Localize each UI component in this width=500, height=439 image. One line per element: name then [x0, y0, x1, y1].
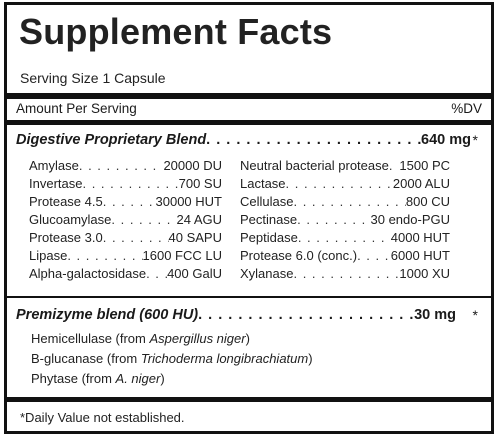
premizyme-blend-name: Premizyme blend (600 HU): [16, 307, 199, 323]
leader-dots: . . . . . . . . . . . . . . . . . .: [102, 230, 169, 245]
premizyme-item: B-glucanase (from Trichoderma longibrach…: [31, 351, 313, 366]
amount-per-serving: Amount Per Serving: [16, 101, 137, 116]
divider-premizyme: [7, 296, 491, 298]
enzyme-row: Pectinase . . . . . . . . . . . . . . . …: [240, 212, 450, 227]
leader-dots: . . . . . . . . . . . . . . . . . .: [146, 266, 167, 281]
enzyme-name: Lipase: [29, 248, 68, 263]
leader-dots: . . . . . . . . . . . . . . . . . .: [388, 158, 400, 173]
premizyme-blend-row: Premizyme blend (600 HU) . . . . . . . .…: [16, 307, 456, 323]
leader-dots: . . . . . . . . . . . . . . . . . . . . …: [293, 266, 400, 281]
enzyme-value: 24 AGU: [176, 212, 222, 227]
enzyme-value: 30000 HUT: [155, 194, 222, 209]
enzyme-row: Glucoamylase . . . . . . . . . . . . . .…: [29, 212, 222, 227]
thick-divider-top: [7, 93, 491, 99]
enzyme-row: Protease 3.0 . . . . . . . . . . . . . .…: [29, 230, 222, 245]
enzyme-row: Xylanase . . . . . . . . . . . . . . . .…: [240, 266, 450, 281]
thick-divider-amount: [7, 120, 491, 125]
enzyme-value: 4000 HUT: [390, 230, 450, 245]
premizyme-blend-amount: 30 mg: [414, 307, 456, 323]
digestive-blend-row: Digestive Proprietary Blend . . . . . . …: [16, 132, 471, 148]
enzyme-name: Lactase: [240, 176, 286, 191]
enzyme-name: Protease 4.5: [29, 194, 103, 209]
digestive-blend-name: Digestive Proprietary Blend: [16, 132, 207, 148]
label-title: Supplement Facts: [19, 11, 333, 52]
enzyme-value: 1000 XU: [399, 266, 450, 281]
enzyme-value: 6000 HUT: [390, 248, 450, 263]
enzyme-name: Protease 6.0 (conc.): [240, 248, 358, 263]
leader-dots: . . . . . . . . . . . . . . . . . . . . …: [285, 176, 393, 191]
enzyme-name: Pectinase: [240, 212, 298, 227]
item-suffix: ): [245, 331, 250, 346]
premizyme-item: Phytase (from A. niger): [31, 371, 165, 386]
enzyme-name: Peptidase: [240, 230, 298, 245]
item-prefix: Phytase (from: [31, 371, 116, 386]
leader-dots: . . . . . . . . . . . . . . . . . .: [111, 212, 176, 227]
enzyme-row: Protease 4.5 . . . . . . . . . . . . . .…: [29, 194, 222, 209]
enzyme-name: Alpha-galactosidase: [29, 266, 147, 281]
enzyme-row: Peptidase . . . . . . . . . . . . . . . …: [240, 230, 450, 245]
enzyme-value: 40 SAPU: [168, 230, 222, 245]
enzyme-value: 1600 FCC LU: [142, 248, 222, 263]
leader-dots: . . . . . . . . . . . . . . . . . .: [82, 176, 178, 191]
enzyme-row: Lactase . . . . . . . . . . . . . . . . …: [240, 176, 450, 191]
dv-header: %DV: [451, 101, 482, 116]
digestive-blend-dv: *: [472, 132, 478, 148]
item-source: Trichoderma longibrachiatum: [140, 351, 309, 366]
enzyme-name: Protease 3.0: [29, 230, 103, 245]
enzyme-value: 2000 ALU: [392, 176, 450, 191]
leader-dots: . . . . . . . . . . . . . . . . . .: [102, 194, 156, 209]
serving-size: Serving Size 1 Capsule: [20, 70, 166, 86]
item-source: A. niger: [115, 371, 161, 386]
enzyme-row: Lipase . . . . . . . . . . . . . . . . .…: [29, 248, 222, 263]
enzyme-row: Neutral bacterial protease . . . . . . .…: [240, 158, 450, 173]
item-source: Aspergillus niger: [149, 331, 246, 346]
footnote: *Daily Value not established.: [20, 410, 185, 425]
enzyme-row: Amylase . . . . . . . . . . . . . . . . …: [29, 158, 222, 173]
thick-divider-footnote: [7, 397, 491, 402]
leader-dots: . . . . . . . . . . . . . . . . . . . . …: [297, 212, 370, 227]
item-prefix: B-glucanase (from: [31, 351, 141, 366]
enzyme-name: Amylase: [29, 158, 79, 173]
item-suffix: ): [308, 351, 313, 366]
supplement-facts-label: Supplement Facts Serving Size 1 Capsule …: [4, 2, 494, 434]
premizyme-blend-dots: . . . . . . . . . . . . . . . . . . . . …: [198, 307, 415, 323]
enzyme-value: 800 CU: [405, 194, 450, 209]
leader-dots: . . . . . . . . . . . . . . . . . . . . …: [293, 194, 405, 209]
leader-dots: . . . . . . . . . . . . . . . . . .: [67, 248, 142, 263]
premizyme-blend-dv: *: [472, 307, 478, 323]
enzyme-row: Alpha-galactosidase . . . . . . . . . . …: [29, 266, 222, 281]
enzyme-value: 400 GalU: [167, 266, 222, 281]
leader-dots: . . . . . . . . . . . . . . . . . . . . …: [297, 230, 391, 245]
enzyme-row: Protease 6.0 (conc.) . . . . . . . . . .…: [240, 248, 450, 263]
enzyme-name: Invertase: [29, 176, 83, 191]
enzyme-name: Neutral bacterial protease: [240, 158, 389, 173]
enzyme-name: Xylanase: [240, 266, 294, 281]
enzyme-name: Cellulase: [240, 194, 294, 209]
leader-dots: . . . . . . . . . . . . . . . . . .: [78, 158, 164, 173]
leader-dots: . . . . . . . . . . . . . . . . . . . . …: [357, 248, 391, 263]
enzyme-name: Glucoamylase: [29, 212, 112, 227]
digestive-blend-amount: 640 mg: [421, 132, 471, 148]
item-suffix: ): [160, 371, 165, 386]
enzyme-value: 30 endo-PGU: [370, 212, 451, 227]
item-prefix: Hemicellulase (from: [31, 331, 150, 346]
enzyme-value: 1500 PC: [399, 158, 450, 173]
digestive-blend-dots: . . . . . . . . . . . . . . . . . . . . …: [206, 132, 421, 148]
premizyme-item: Hemicellulase (from Aspergillus niger): [31, 331, 250, 346]
enzyme-value: 700 SU: [178, 176, 222, 191]
enzyme-value: 20000 DU: [163, 158, 222, 173]
enzyme-row: Invertase . . . . . . . . . . . . . . . …: [29, 176, 222, 191]
enzyme-row: Cellulase . . . . . . . . . . . . . . . …: [240, 194, 450, 209]
